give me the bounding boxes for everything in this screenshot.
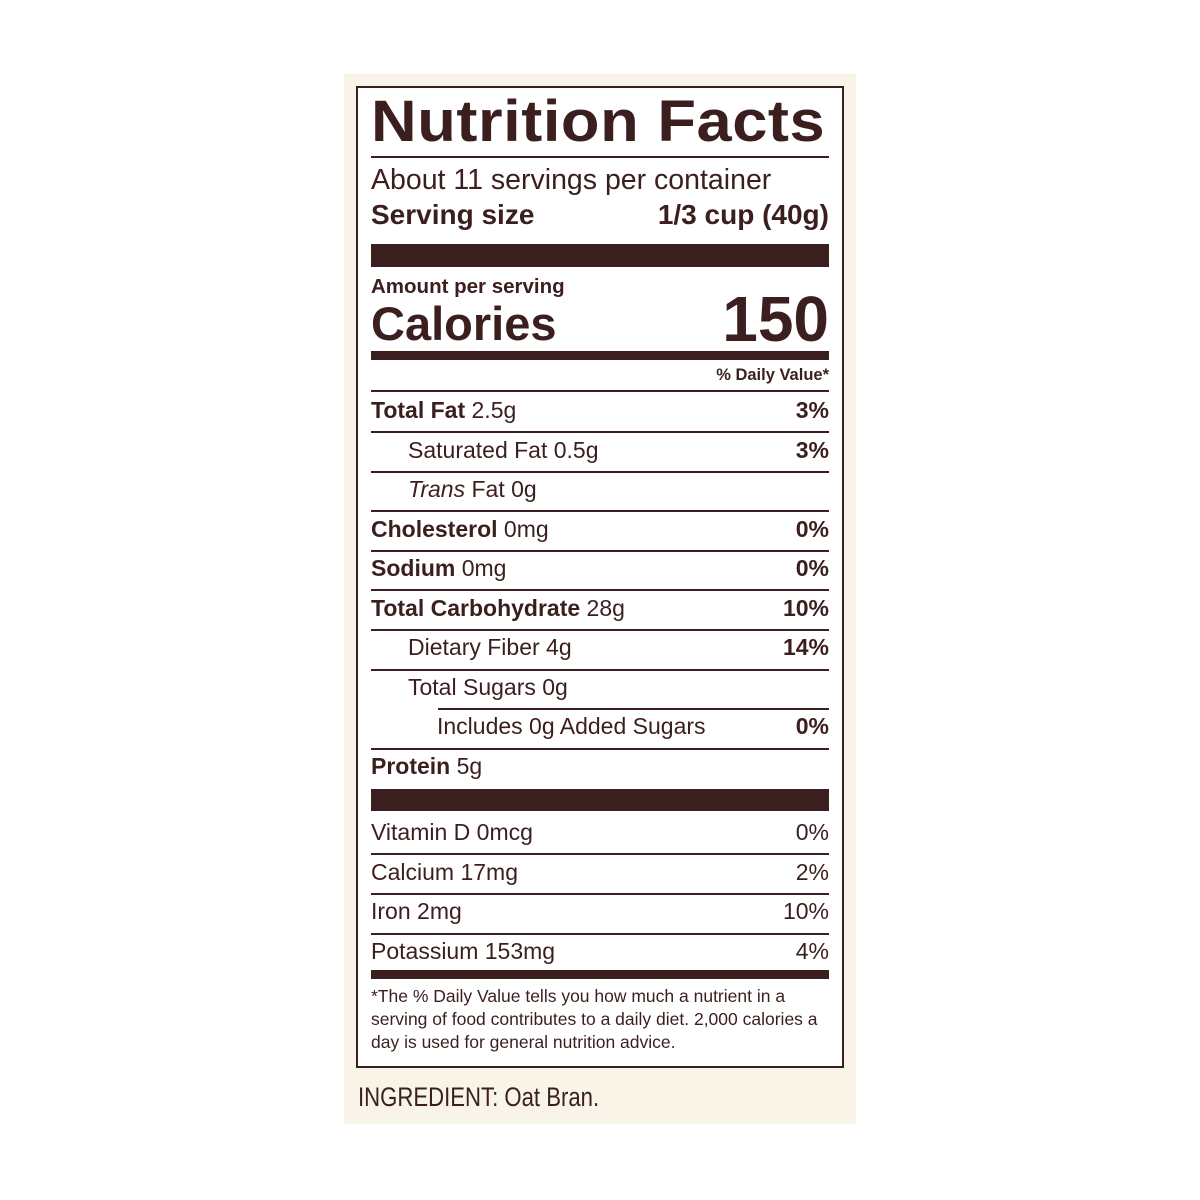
nutrient-daily-value: 14% — [782, 634, 829, 660]
divider — [438, 708, 829, 711]
nutrient-row: Protein 5g — [371, 751, 829, 781]
nutrient-label: Saturated Fat 0.5g — [408, 435, 599, 465]
nutrient-row: Cholesterol 0mg 0% — [371, 514, 829, 544]
nutrient-amount: 0g — [542, 673, 568, 700]
ingredients: INGREDIENT: Oat Bran. — [358, 1082, 600, 1112]
nutrient-label: Cholesterol 0mg — [371, 514, 549, 544]
thick-divider — [371, 789, 829, 811]
divider — [371, 893, 829, 895]
divider — [371, 853, 829, 855]
divider — [371, 470, 829, 473]
nutrient-row: Saturated Fat 0.5g 3% — [371, 435, 829, 465]
divider — [371, 549, 829, 552]
serving-size-value: 1/3 cup (40g) — [657, 199, 829, 230]
daily-value-header: % Daily Value* — [716, 366, 829, 384]
divider — [371, 589, 829, 592]
divider — [371, 629, 829, 631]
nutrient-name: Saturated Fat — [408, 436, 548, 463]
nutrient-label: Includes 0g Added Sugars — [437, 711, 706, 741]
vitamin-row: Potassium 153mg 4% — [371, 936, 829, 966]
vitamin-row: Vitamin D 0mcg 0% — [371, 817, 829, 847]
calories-label: Calories — [371, 297, 557, 350]
nutrient-label: Total Sugars 0g — [408, 672, 568, 702]
nutrient-amount: 28g — [586, 594, 625, 621]
nutrient-daily-value: 3% — [795, 397, 829, 423]
nutrient-name: Trans — [408, 476, 466, 502]
nutrient-name: Sodium — [371, 555, 456, 581]
nutrient-row: Trans Fat 0g — [371, 474, 829, 504]
nutrient-amount: 0mg — [461, 555, 507, 581]
vitamin-daily-value: 4% — [795, 938, 829, 965]
nutrient-label: Total Carbohydrate 28g — [371, 593, 625, 623]
divider — [371, 668, 829, 671]
label-title: Nutrition Facts — [371, 89, 826, 154]
nutrient-label: Total Fat 2.5g — [371, 395, 516, 425]
nutrient-row: Total Fat 2.5g 3% — [371, 395, 829, 425]
serving-size-label: Serving size — [371, 199, 535, 230]
thick-divider — [371, 244, 829, 267]
nutrient-daily-value: 10% — [782, 594, 829, 621]
nutrient-name: Includes 0g Added Sugars — [437, 713, 706, 739]
divider — [371, 747, 829, 750]
nutrient-name: Total Sugars — [408, 673, 536, 700]
nutrient-row: Total Sugars 0g — [371, 672, 829, 702]
nutrient-name: Cholesterol — [371, 515, 498, 542]
nutrient-label: Trans Fat 0g — [408, 474, 537, 504]
nutrient-amount: 5g — [456, 752, 483, 779]
vitamin-name: Vitamin D 0mcg — [371, 819, 533, 845]
vitamin-row: Calcium 17mg 2% — [371, 857, 829, 887]
nutrient-amount: 0.5g — [553, 436, 599, 463]
amount-per-serving: Amount per serving — [371, 275, 565, 298]
footnote: *The % Daily Value tells you how much a … — [371, 986, 818, 1052]
divider — [371, 156, 829, 158]
divider — [371, 431, 829, 433]
nutrient-amount: 2.5g — [471, 397, 517, 423]
nutrient-row: Total Carbohydrate 28g 10% — [371, 593, 829, 623]
servings-per-container: About 11 servings per container — [371, 164, 772, 196]
nutrient-label: Sodium 0mg — [371, 553, 506, 583]
divider — [371, 510, 829, 513]
nutrient-row: Includes 0g Added Sugars 0% — [371, 711, 829, 741]
vitamin-name: Iron 2mg — [371, 898, 462, 925]
divider — [371, 933, 829, 935]
vitamin-daily-value: 0% — [795, 819, 829, 845]
nutrient-name-rest: Fat — [471, 476, 505, 502]
vitamin-name: Potassium 153mg — [371, 938, 556, 965]
nutrient-row: Dietary Fiber 4g 14% — [371, 632, 829, 662]
nutrient-name: Protein — [371, 752, 451, 779]
nutrient-daily-value: 0% — [795, 515, 829, 542]
nutrient-daily-value: 3% — [795, 436, 829, 463]
divider — [371, 390, 829, 392]
medium-divider — [371, 351, 829, 360]
nutrient-label: Protein 5g — [371, 751, 482, 781]
nutrient-row: Sodium 0mg 0% — [371, 553, 829, 583]
nutrient-name: Total Carbohydrate — [371, 594, 581, 621]
nutrient-amount: 4g — [546, 634, 572, 660]
nutrient-daily-value: 0% — [795, 713, 829, 739]
nutrient-daily-value: 0% — [795, 555, 829, 581]
medium-divider — [371, 970, 829, 979]
vitamin-daily-value: 2% — [795, 858, 829, 885]
nutrient-name: Total Fat — [371, 397, 466, 423]
vitamin-row: Iron 2mg 10% — [371, 896, 829, 926]
nutrient-name: Dietary Fiber — [408, 634, 540, 660]
nutrient-amount: 0mg — [503, 515, 549, 542]
calories-value: 150 — [722, 283, 829, 355]
vitamin-daily-value: 10% — [782, 898, 829, 925]
vitamin-name: Calcium 17mg — [371, 858, 518, 885]
nutrient-label: Dietary Fiber 4g — [408, 632, 572, 662]
nutrient-amount: 0g — [511, 476, 537, 502]
